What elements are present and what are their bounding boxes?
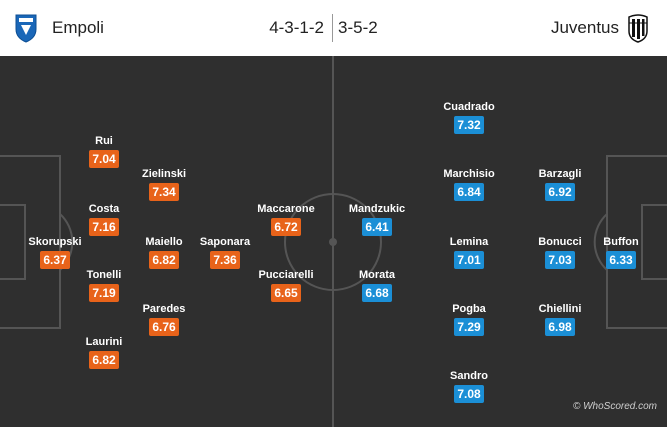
player-name: Saponara [199,236,251,248]
empoli-crest-icon [15,14,37,43]
player-rating: 7.32 [454,116,484,134]
player-barzagli[interactable]: Barzagli 6.92 [539,168,581,201]
player-pucciarelli[interactable]: Pucciarelli 6.65 [258,269,314,302]
player-rating: 7.08 [454,385,484,403]
formation-divider [332,14,333,42]
player-rating: 6.76 [149,318,179,336]
player-rating: 7.36 [210,251,240,269]
player-name: Mandzukic [348,203,406,215]
home-team-name: Empoli [52,18,104,37]
player-name: Chiellini [538,303,582,315]
player-lemina[interactable]: Lemina 7.01 [450,236,488,269]
player-rating: 6.98 [545,318,575,336]
player-rating: 7.29 [454,318,484,336]
player-rating: 7.03 [545,251,575,269]
player-rating: 6.82 [89,351,119,369]
player-rating: 7.19 [89,284,119,302]
player-name: Maccarone [257,203,315,215]
player-rating: 6.82 [149,251,179,269]
player-laurini[interactable]: Laurini 6.82 [86,336,122,369]
player-maccarone[interactable]: Maccarone 6.72 [257,203,315,236]
player-rating: 6.65 [271,284,301,302]
player-maiello[interactable]: Maiello 6.82 [145,236,183,269]
player-paredes[interactable]: Paredes 6.76 [143,303,185,336]
player-name: Sandro [450,370,488,382]
player-cuadrado[interactable]: Cuadrado 7.32 [443,101,495,134]
player-name: Skorupski [28,236,82,248]
player-skorupski[interactable]: Skorupski 6.37 [28,236,82,269]
pitch: Skorupski 6.37 Rui 7.04 Costa 7.16 Tonel… [0,56,667,427]
player-rating: 6.33 [606,251,636,269]
player-rating: 7.01 [454,251,484,269]
player-sandro[interactable]: Sandro 7.08 [450,370,488,403]
player-rui[interactable]: Rui 7.04 [89,135,119,168]
player-saponara[interactable]: Saponara 7.36 [200,236,250,269]
player-morata[interactable]: Morata 6.68 [359,269,395,302]
player-zielinski[interactable]: Zielinski 7.34 [142,168,186,201]
player-costa[interactable]: Costa 7.16 [89,203,119,236]
away-team-name: Juventus [550,18,619,37]
player-name: Barzagli [538,168,582,180]
player-rating: 7.16 [89,218,119,236]
player-buffon[interactable]: Buffon 6.33 [603,236,639,269]
player-bonucci[interactable]: Bonucci 7.03 [538,236,582,269]
juventus-crest-icon [628,14,648,43]
player-tonelli[interactable]: Tonelli 7.19 [87,269,121,302]
home-formation: 4-3-1-2 [269,18,324,37]
player-name: Pogba [452,303,486,315]
watermark: © WhoScored.com [572,401,657,412]
player-rating: 7.04 [89,150,119,168]
player-name: Morata [358,269,396,281]
player-name: Tonelli [86,269,122,281]
player-name: Lemina [449,236,489,248]
player-name: Cuadrado [443,101,495,113]
player-name: Costa [88,203,120,215]
player-name: Marchisio [443,168,495,180]
player-name: Bonucci [538,236,582,248]
player-name: Laurini [85,336,123,348]
player-pogba[interactable]: Pogba 7.29 [452,303,486,336]
player-name: Paredes [142,303,186,315]
player-name: Buffon [603,236,639,248]
player-rating: 6.84 [454,183,484,201]
player-rating: 6.37 [40,251,70,269]
player-rating: 6.41 [362,218,392,236]
player-marchisio[interactable]: Marchisio 6.84 [443,168,495,201]
away-formation: 3-5-2 [338,18,378,37]
match-header: Empoli 4-3-1-2 3-5-2 Juventus [0,0,667,56]
player-name: Rui [95,135,113,147]
player-name: Zielinski [141,168,187,180]
player-name: Maiello [145,236,183,248]
player-chiellini[interactable]: Chiellini 6.98 [539,303,581,336]
player-rating: 7.34 [149,183,179,201]
player-rating: 6.92 [545,183,575,201]
player-name: Pucciarelli [258,269,314,281]
player-rating: 6.72 [271,218,301,236]
player-rating: 6.68 [362,284,392,302]
player-mandzukic[interactable]: Mandzukic 6.41 [349,203,405,236]
